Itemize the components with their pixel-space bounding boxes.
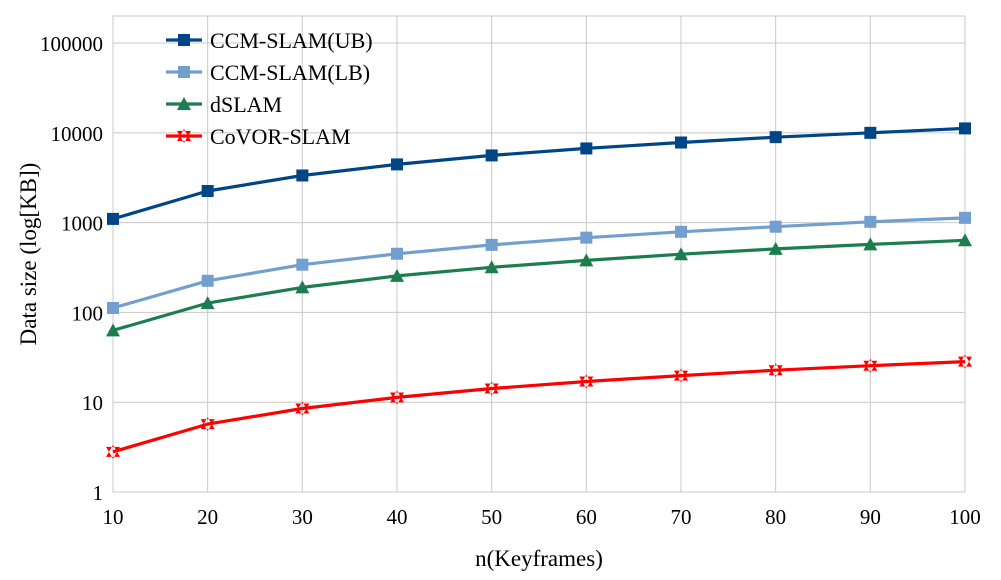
data-point <box>864 215 877 228</box>
data-point <box>390 268 404 282</box>
series-1 <box>107 211 971 314</box>
data-point <box>200 417 215 432</box>
x-tick-label: 40 <box>387 505 408 529</box>
series-2 <box>106 233 972 337</box>
series-3 <box>106 354 972 459</box>
data-point <box>580 142 593 155</box>
data-point <box>675 225 687 238</box>
x-tick-label: 80 <box>765 505 786 529</box>
x-tick-label: 60 <box>576 505 597 529</box>
data-point <box>675 136 687 149</box>
series-line <box>112 216 966 310</box>
y-tick-label: 1 <box>93 481 104 505</box>
legend-item: CoVOR-SLAM <box>166 124 351 149</box>
legend-label: CoVOR-SLAM <box>210 124 351 149</box>
y-axis-title: Data size (log[KB]) <box>16 163 41 346</box>
data-point <box>579 253 594 267</box>
x-tick-label: 70 <box>671 505 692 529</box>
y-tick-label: 10000 <box>51 122 104 146</box>
data-point <box>958 233 972 247</box>
x-tick-label: 100 <box>949 505 981 529</box>
x-axis-ticks: 10 20 30 40 50 60 70 80 90 100 <box>103 505 981 529</box>
y-tick-label: 100000 <box>40 32 103 56</box>
y-tick-label: 10 <box>82 391 103 415</box>
data-point <box>295 280 310 294</box>
x-tick-label: 10 <box>103 505 124 529</box>
data-point <box>579 374 594 389</box>
data-point <box>863 358 878 373</box>
plot-frame <box>112 15 966 493</box>
legend-label: CCM-SLAM(LB) <box>210 60 370 85</box>
data-point <box>768 241 783 255</box>
data-point <box>391 247 403 260</box>
series-lines <box>106 122 972 459</box>
y-axis-ticks: 1 10 100 1000 10000 100000 <box>40 32 103 505</box>
series-line <box>112 238 966 332</box>
grid <box>112 15 966 493</box>
series-0 <box>107 122 971 225</box>
data-point <box>768 363 783 378</box>
data-point <box>485 238 498 251</box>
legend-item: dSLAM <box>166 92 282 117</box>
y-tick-label: 100 <box>72 301 104 325</box>
data-point <box>296 169 309 182</box>
data-point <box>484 260 499 274</box>
data-point <box>201 274 214 287</box>
legend-label: dSLAM <box>210 92 282 117</box>
legend-item: CCM-SLAM(UB) <box>166 28 373 53</box>
data-point <box>107 301 119 314</box>
data-point <box>959 122 971 135</box>
data-point <box>296 258 309 271</box>
data-point <box>769 220 782 233</box>
x-tick-label: 90 <box>860 505 881 529</box>
data-point <box>864 126 877 139</box>
data-point <box>484 381 499 396</box>
legend-swatch-marker <box>178 34 190 46</box>
legend: CCM-SLAM(UB) CCM-SLAM(LB) dSLAM CoVOR-SLAM <box>166 28 373 149</box>
data-point <box>674 247 688 261</box>
data-point <box>106 323 120 337</box>
data-point <box>200 296 215 310</box>
data-point <box>580 231 593 244</box>
x-tick-label: 20 <box>197 505 218 529</box>
data-point <box>958 354 972 369</box>
series-line <box>112 126 966 221</box>
data-point <box>674 368 688 383</box>
data-point <box>863 237 878 251</box>
legend-swatch-marker <box>177 129 191 143</box>
x-tick-label: 50 <box>481 505 502 529</box>
legend-label: CCM-SLAM(UB) <box>210 28 373 53</box>
data-point <box>485 149 498 162</box>
data-point <box>201 184 214 197</box>
data-point <box>295 401 310 416</box>
x-tick-label: 30 <box>292 505 313 529</box>
legend-swatch-marker <box>178 66 190 78</box>
data-point <box>107 212 119 225</box>
y-tick-label: 1000 <box>61 212 103 236</box>
legend-item: CCM-SLAM(LB) <box>166 60 370 85</box>
data-point <box>390 390 404 405</box>
data-point <box>959 211 971 224</box>
data-point <box>391 158 403 171</box>
x-axis-title: n(Keyframes) <box>475 546 603 571</box>
series-line <box>112 360 966 454</box>
data-point <box>769 131 782 144</box>
data-point <box>106 444 120 459</box>
legend-swatch-marker <box>177 97 191 110</box>
